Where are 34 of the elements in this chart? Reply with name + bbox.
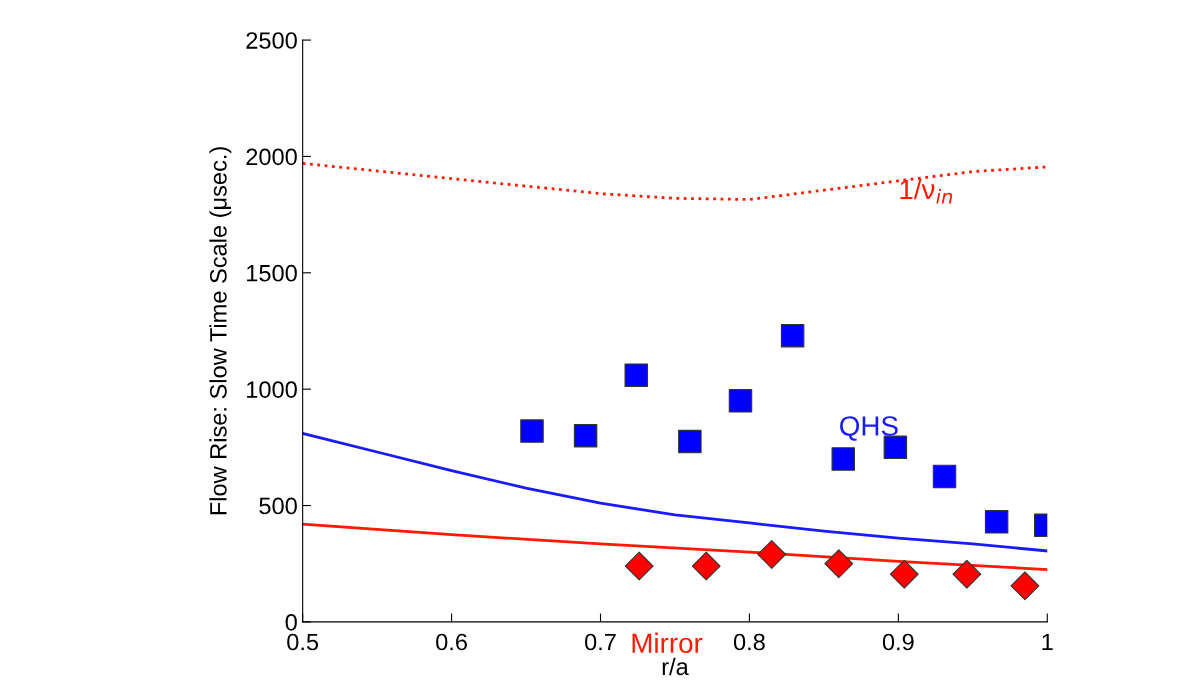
point	[932, 464, 957, 489]
point	[520, 419, 544, 443]
point	[573, 423, 598, 448]
point	[678, 429, 702, 454]
x-tick-label: 0.6	[436, 633, 467, 651]
point	[824, 549, 854, 579]
x-tick-label: 0.8	[733, 633, 765, 651]
point	[780, 323, 805, 348]
point	[952, 559, 982, 589]
text: Mirror	[632, 632, 703, 654]
line-series	[302, 522, 1048, 571]
y-tick-label: 2500	[246, 32, 297, 49]
x-tick-label: 0.7	[585, 633, 616, 651]
y-tick-label: 1500	[247, 264, 297, 282]
y-tick-label: 2000	[246, 148, 297, 166]
y-axis-title: Flow Rise: Slow Time Scale (μsec.)	[209, 147, 232, 515]
x-tick-label: 0.9	[882, 633, 914, 651]
point	[889, 559, 919, 589]
point	[691, 551, 721, 581]
y-tick-label: 1000	[247, 381, 297, 398]
y-tick-label: 500	[259, 497, 297, 515]
y-tick-label: 0	[285, 613, 297, 631]
text: QHS	[840, 416, 898, 441]
point	[728, 389, 753, 413]
x-axis-title: r/a	[662, 657, 689, 676]
point	[831, 447, 855, 471]
series-label: 1/ν$_{in}$	[900, 178, 953, 204]
point	[757, 539, 787, 569]
point	[624, 551, 654, 581]
point	[1010, 571, 1040, 601]
x-tick-label: 1	[1042, 633, 1053, 651]
x-tick-label: 0.5	[287, 633, 319, 651]
point	[624, 363, 648, 387]
point	[984, 510, 1009, 534]
